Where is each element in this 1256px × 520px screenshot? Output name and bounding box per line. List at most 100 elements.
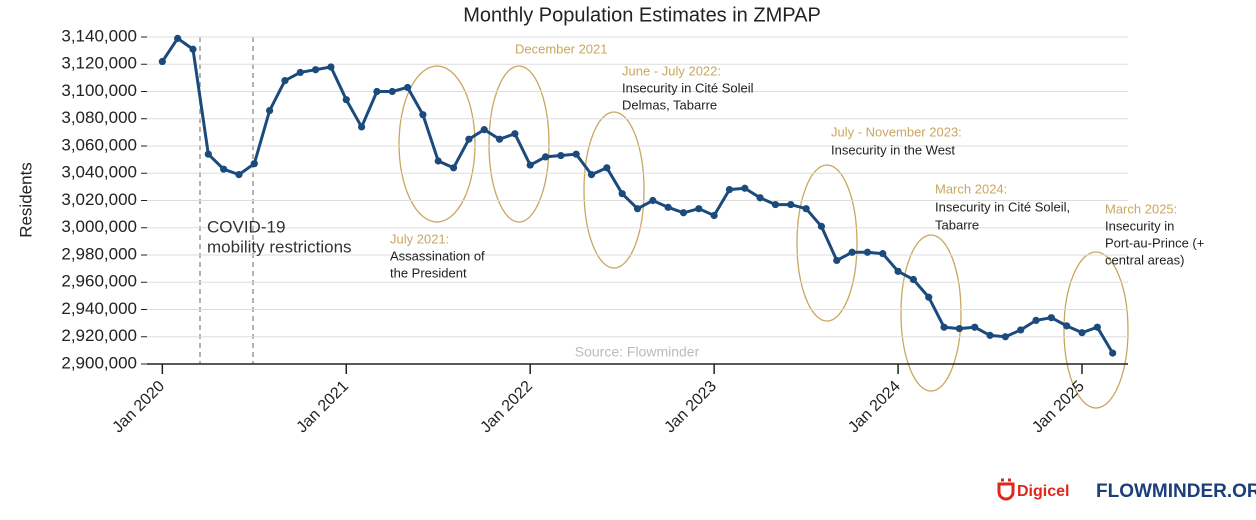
annotation-text: central areas) (1105, 252, 1184, 267)
data-point (986, 331, 994, 339)
annotation-text: Assassination of (390, 248, 485, 263)
data-point (1017, 326, 1025, 334)
data-point (1109, 349, 1117, 357)
data-point (756, 194, 764, 202)
data-point (296, 68, 304, 77)
y-tick-label: 3,040,000 (61, 163, 137, 182)
data-point (557, 151, 565, 160)
data-point (235, 171, 243, 179)
data-point (220, 165, 228, 173)
data-point (434, 157, 442, 165)
highlight-ellipse (796, 164, 858, 322)
annotation-title: June - July 2022: (622, 63, 721, 78)
data-point (664, 203, 672, 211)
data-point (1047, 314, 1055, 322)
y-tick-label: 2,940,000 (61, 299, 137, 318)
source: Source: Flowminder (575, 344, 700, 360)
data-point (925, 293, 933, 301)
data-point (817, 222, 826, 230)
annotation-text: Delmas, Tabarre (622, 97, 717, 112)
y-tick-label: 2,920,000 (61, 326, 137, 345)
data-point (1001, 333, 1009, 341)
data-point (266, 106, 274, 115)
data-point (633, 205, 642, 213)
data-point (158, 57, 166, 66)
data-point (449, 164, 458, 172)
annotation-title: March 2025: (1105, 201, 1177, 216)
chart-title: Monthly Population Estimates in ZMPAP (463, 4, 821, 26)
annotation-title: July - November 2023: (831, 124, 962, 139)
y-tick-label: 3,120,000 (61, 54, 137, 73)
data-point (204, 150, 212, 158)
data-point (342, 96, 350, 104)
data-point (312, 66, 320, 74)
highlight-ellipse (583, 111, 645, 269)
data-point (833, 256, 841, 265)
y-tick-label: 3,000,000 (61, 217, 137, 236)
data-point (511, 130, 519, 138)
x-tick-label: Jan 2023 (661, 378, 720, 437)
y-tick-label: 3,140,000 (61, 26, 137, 45)
data-point (388, 87, 396, 96)
x-tick-label: Jan 2022 (477, 378, 536, 437)
data-point (649, 196, 657, 205)
annotation-text: Insecurity in Cité Soleil (622, 80, 754, 95)
annotation-title: July 2021: (390, 231, 449, 246)
data-point (603, 164, 611, 172)
annotation-text: the President (390, 265, 467, 280)
data-point (802, 205, 810, 213)
data-point (679, 209, 688, 217)
data-point (174, 34, 182, 42)
highlight-ellipse (488, 65, 550, 223)
data-point (848, 248, 856, 256)
y-tick-label: 3,020,000 (61, 190, 137, 209)
annotation-title: March 2024: (935, 181, 1007, 196)
data-point (1078, 329, 1086, 337)
data-point (465, 135, 473, 143)
data-point (955, 324, 963, 333)
y-tick-label: 3,060,000 (61, 135, 137, 154)
data-point (526, 161, 534, 169)
data-point (250, 160, 258, 168)
highlight-ellipses (398, 65, 1129, 409)
data-point (940, 323, 948, 331)
annotation-text: Tabarre (935, 217, 979, 232)
data-point (710, 211, 718, 220)
y-tick-label: 3,100,000 (61, 81, 137, 100)
data-point (971, 323, 979, 331)
y-tick-label: 2,900,000 (61, 353, 137, 372)
annotation-text: Insecurity in the West (831, 142, 955, 157)
data-point (771, 200, 780, 209)
data-point (618, 190, 626, 198)
x-tick-label: Jan 2025 (1029, 378, 1088, 437)
data-point (879, 250, 887, 258)
data-point (419, 111, 427, 119)
highlight-ellipse (900, 234, 962, 392)
data-point (357, 123, 366, 131)
digicel-logo (997, 478, 1015, 501)
data-point (541, 153, 550, 161)
data-point (1063, 322, 1071, 330)
digicel-text: Digicel (1017, 483, 1069, 500)
flowminder-text: FLOWMINDER.ORG (1096, 481, 1256, 502)
x-tick-label: Jan 2021 (293, 378, 352, 437)
annotation-text: Insecurity in (1105, 218, 1174, 233)
y-axis-label: Residents (16, 162, 35, 238)
data-point (495, 135, 504, 143)
annotation-text: mobility restrictions (207, 237, 352, 256)
data-point (725, 186, 734, 194)
highlight-ellipse (398, 65, 476, 223)
data-point (787, 200, 795, 209)
x-tick-label: Jan 2020 (110, 378, 169, 437)
data-point (695, 205, 703, 213)
data-point (741, 184, 749, 192)
data-point (1093, 323, 1101, 331)
data-point (909, 275, 918, 284)
y-tick-label: 2,980,000 (61, 244, 137, 263)
y-tick-label: 2,960,000 (61, 272, 137, 291)
annotation-text: Insecurity in Cité Soleil, (935, 199, 1070, 214)
data-point (572, 150, 580, 158)
y-tick-label: 3,080,000 (61, 108, 137, 127)
data-point (281, 77, 289, 85)
